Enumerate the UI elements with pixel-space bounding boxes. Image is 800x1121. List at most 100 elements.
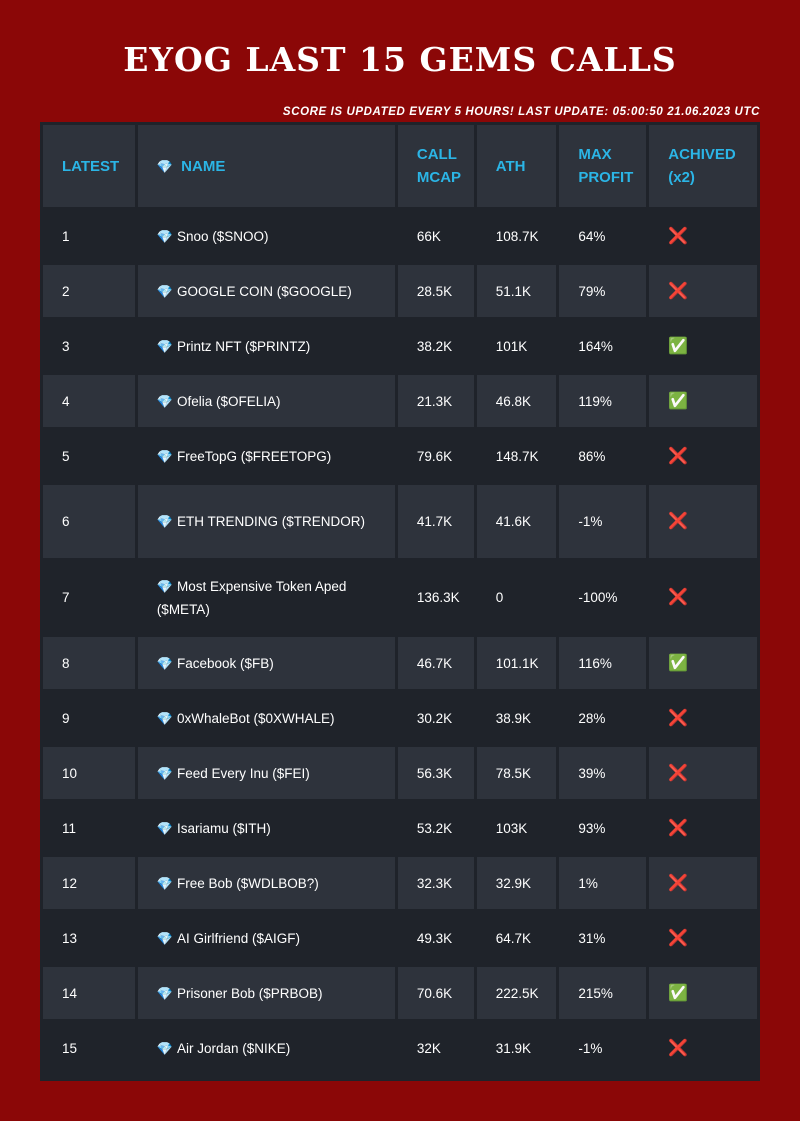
- cell-name: 💎 Prisoner Bob ($PRBOB): [137, 967, 395, 1019]
- gem-icon: 💎: [156, 655, 173, 671]
- header-name: 💎 NAME: [137, 125, 395, 207]
- coin-name: Ofelia ($OFELIA): [177, 393, 281, 409]
- cross-icon: ❌: [668, 874, 689, 892]
- cell-call-mcap: 70.6K: [397, 967, 474, 1019]
- cell-ath: 32.9K: [476, 857, 557, 909]
- cross-icon: ❌: [668, 513, 689, 530]
- table-row: 12 💎 Free Bob ($WDLBOB?) 32.3K 32.9K 1% ❌: [43, 857, 757, 909]
- cell-latest: 10: [43, 747, 135, 799]
- cell-name: 💎 ETH TRENDING ($TRENDOR): [137, 485, 395, 558]
- cell-call-mcap: 79.6K: [397, 430, 474, 482]
- cell-max-profit: 39%: [559, 747, 647, 799]
- gem-icon: 💎: [156, 710, 173, 726]
- coin-name: 0xWhaleBot ($0XWHALE): [177, 710, 335, 726]
- coin-name: FreeTopG ($FREETOPG): [177, 448, 332, 464]
- coin-name: Air Jordan ($NIKE): [177, 1040, 291, 1056]
- table-row: 13 💎 AI Girlfriend ($AIGF) 49.3K 64.7K 31…: [43, 912, 757, 964]
- gem-icon: 💎: [156, 514, 173, 529]
- cell-latest: 7: [43, 561, 135, 634]
- cell-achived: ❌: [649, 430, 757, 482]
- cell-call-mcap: 41.7K: [397, 485, 474, 558]
- table-row: 3 💎 Printz NFT ($PRINTZ) 38.2K 101K 164% …: [43, 320, 757, 372]
- cell-latest: 5: [43, 430, 135, 482]
- cell-achived: ✅: [649, 375, 757, 427]
- cross-icon: ❌: [668, 819, 689, 837]
- header-call-mcap-label-1: CALL: [416, 146, 457, 163]
- header-max-profit-label-1: MAX: [578, 146, 612, 163]
- coin-name: ETH TRENDING ($TRENDOR): [177, 514, 366, 529]
- coin-name: Prisoner Bob ($PRBOB): [177, 985, 323, 1001]
- cell-ath: 108.7K: [476, 210, 557, 262]
- cell-latest: 6: [43, 485, 135, 558]
- gem-icon: 💎: [156, 930, 173, 946]
- cell-ath: 31.9K: [476, 1022, 557, 1074]
- cell-latest: 9: [43, 692, 135, 744]
- coin-name: Isariamu ($ITH): [177, 820, 271, 836]
- cell-name: 💎 GOOGLE COIN ($GOOGLE): [137, 265, 395, 317]
- check-icon: ✅: [668, 392, 689, 410]
- cell-latest: 15: [43, 1022, 135, 1074]
- cell-achived: ❌: [649, 210, 757, 262]
- gem-icon: 💎: [156, 1040, 173, 1056]
- cell-latest: 11: [43, 802, 135, 854]
- table-row: 9 💎 0xWhaleBot ($0XWHALE) 30.2K 38.9K 28%…: [43, 692, 757, 744]
- cell-max-profit: -1%: [559, 1022, 647, 1074]
- gem-icon: 💎: [156, 875, 173, 891]
- gem-icon: 💎: [156, 338, 173, 354]
- cell-latest: 14: [43, 967, 135, 1019]
- gem-icon: 💎: [156, 820, 173, 836]
- check-icon: ✅: [668, 654, 689, 672]
- cell-call-mcap: 53.2K: [397, 802, 474, 854]
- cell-max-profit: 31%: [559, 912, 647, 964]
- cell-max-profit: 116%: [559, 637, 647, 689]
- cell-call-mcap: 32.3K: [397, 857, 474, 909]
- cell-ath: 41.6K: [476, 485, 557, 558]
- header-achived: ACHIVED (x2): [649, 125, 757, 207]
- table-header-row: LATEST 💎 NAME CALL MCAP ATH MAX PROFIT ACH…: [43, 125, 757, 207]
- cross-icon: ❌: [668, 227, 689, 245]
- cell-achived: ❌: [649, 265, 757, 317]
- table-row: 5 💎 FreeTopG ($FREETOPG) 79.6K 148.7K 86%…: [43, 430, 757, 482]
- cross-icon: ❌: [668, 764, 689, 782]
- cell-call-mcap: 56.3K: [397, 747, 474, 799]
- cross-icon: ❌: [668, 929, 689, 947]
- coin-name: Snoo ($SNOO): [177, 228, 269, 244]
- gem-icon: 💎: [156, 578, 173, 594]
- page-title: EYOG LAST 15 GEMS CALLS: [123, 40, 677, 79]
- cell-achived: ❌: [649, 561, 757, 634]
- table-row: 2 💎 GOOGLE COIN ($GOOGLE) 28.5K 51.1K 79%…: [43, 265, 757, 317]
- cell-achived: ❌: [649, 485, 757, 558]
- cell-max-profit: 164%: [559, 320, 647, 372]
- cell-name: 💎 Most Expensive Token Aped ($META): [137, 561, 395, 634]
- cell-latest: 3: [43, 320, 135, 372]
- cell-name: 💎 Printz NFT ($PRINTZ): [137, 320, 395, 372]
- coin-name: GOOGLE COIN ($GOOGLE): [177, 283, 352, 299]
- header-ath: ATH: [476, 125, 557, 207]
- cell-ath: 38.9K: [476, 692, 557, 744]
- cell-name: 💎 Free Bob ($WDLBOB?): [137, 857, 395, 909]
- header-name-label: NAME: [181, 157, 226, 175]
- coin-name: AI Girlfriend ($AIGF): [177, 930, 301, 946]
- gem-icon: 💎: [156, 228, 173, 244]
- cell-max-profit: 79%: [559, 265, 647, 317]
- cell-call-mcap: 38.2K: [397, 320, 474, 372]
- table-row: 7 💎 Most Expensive Token Aped ($META) 136…: [43, 561, 757, 634]
- header-call-mcap: CALL MCAP: [397, 125, 474, 207]
- cell-name: 💎 Air Jordan ($NIKE): [137, 1022, 395, 1074]
- gem-icon: 💎: [156, 765, 173, 781]
- cell-achived: ✅: [649, 637, 757, 689]
- cell-achived: ❌: [649, 857, 757, 909]
- cell-name: 💎 AI Girlfriend ($AIGF): [137, 912, 395, 964]
- cell-call-mcap: 21.3K: [397, 375, 474, 427]
- cell-name: 💎 0xWhaleBot ($0XWHALE): [137, 692, 395, 744]
- cell-max-profit: 215%: [559, 967, 647, 1019]
- table-body: 1 💎 Snoo ($SNOO) 66K 108.7K 64% ❌ 2 💎 GOOG…: [43, 210, 757, 1074]
- coin-name: Most Expensive Token Aped ($META): [156, 578, 347, 617]
- coin-name: Free Bob ($WDLBOB?): [177, 875, 319, 891]
- table-row: 8 💎 Facebook ($FB) 46.7K 101.1K 116% ✅: [43, 637, 757, 689]
- cell-max-profit: 93%: [559, 802, 647, 854]
- cell-achived: ❌: [649, 912, 757, 964]
- cell-ath: 46.8K: [476, 375, 557, 427]
- gem-icon: 💎: [156, 283, 173, 299]
- cell-name: 💎 Facebook ($FB): [137, 637, 395, 689]
